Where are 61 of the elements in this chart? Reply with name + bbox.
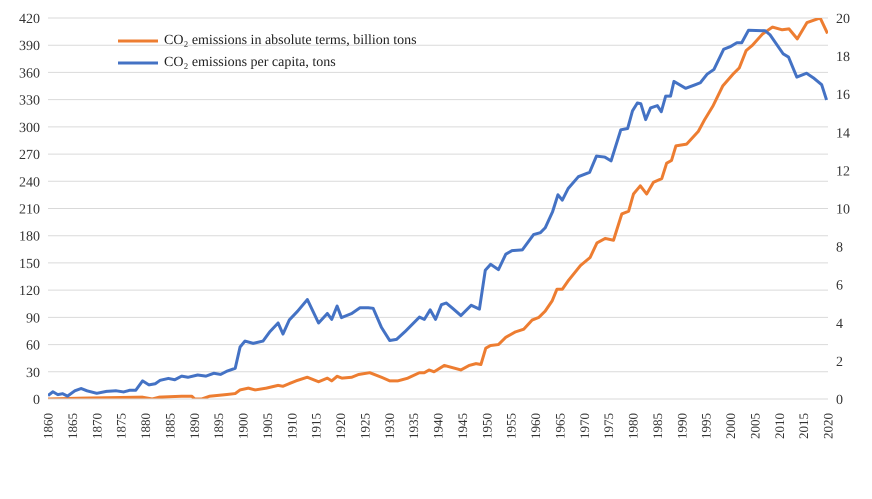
x-tick-label: 1920 <box>333 413 348 439</box>
y-tick-label: 240 <box>19 175 40 190</box>
x-tick-label: 1925 <box>357 413 372 439</box>
x-tick-label: 1865 <box>64 413 80 439</box>
y-tick-label: 180 <box>19 230 40 245</box>
y-tick-label: 420 <box>19 12 40 27</box>
x-tick-label: 1905 <box>260 413 275 439</box>
x-tick-label: 1950 <box>479 413 494 439</box>
y-tick-label: 90 <box>26 311 40 326</box>
y2-tick-label: 14 <box>836 126 850 142</box>
y-tick-label: 270 <box>19 148 40 164</box>
y2-tick-label: 20 <box>836 12 850 27</box>
y-tick-label: 360 <box>19 66 40 82</box>
y2-tick-label: 4 <box>836 316 843 332</box>
y-tick-label: 150 <box>19 256 40 272</box>
x-tick-label: 1965 <box>552 413 568 439</box>
x-tick-label: 1960 <box>528 413 543 439</box>
y-tick-label: 330 <box>19 94 40 109</box>
x-tick-label: 1915 <box>308 413 324 439</box>
x-tick-label: 1870 <box>89 413 104 439</box>
x-tick-label: 1940 <box>430 413 446 439</box>
x-tick-label: 1890 <box>186 413 202 439</box>
y2-tick-label: 18 <box>836 50 850 66</box>
y2-tick-label: 6 <box>836 278 843 294</box>
y-tick-label: 30 <box>26 366 40 381</box>
y-tick-label: 120 <box>19 284 40 300</box>
x-tick-label: 1880 <box>138 413 153 439</box>
y2-tick-label: 12 <box>836 164 850 180</box>
y-tick-label: 0 <box>33 392 40 408</box>
y2-tick-label: 8 <box>836 240 843 256</box>
y2-tick-label: 10 <box>836 202 850 218</box>
legend-label: CO₂ emissions in absolute terms, billion tons <box>164 33 417 49</box>
x-tick-label: 2015 <box>796 413 812 439</box>
x-tick-label: 1935 <box>406 413 422 439</box>
y-tick-label: 60 <box>26 338 40 354</box>
x-tick-label: 1895 <box>211 413 226 439</box>
x-tick-label: 1910 <box>284 413 300 439</box>
legend-label: CO₂ emissions per capita, tons <box>164 55 336 71</box>
x-tick-label: 1990 <box>674 413 690 439</box>
y2-tick-label: 16 <box>836 88 850 104</box>
x-tick-label: 2000 <box>723 413 738 439</box>
x-tick-label: 2005 <box>747 413 762 439</box>
x-tick-label: 1975 <box>601 413 616 439</box>
x-tick-label: 2010 <box>772 413 787 439</box>
x-tick-label: 1985 <box>650 413 665 439</box>
x-tick-label: 2020 <box>820 413 836 439</box>
y-tick-label: 300 <box>19 120 40 136</box>
x-tick-label: 1955 <box>504 413 519 439</box>
x-tick-label: 1970 <box>576 413 592 439</box>
y2-tick-label: 2 <box>836 354 843 370</box>
x-tick-label: 1885 <box>162 413 178 439</box>
x-tick-label: 1900 <box>236 413 250 439</box>
x-tick-label: 1860 <box>40 413 56 439</box>
x-tick-label: 1930 <box>382 413 397 439</box>
x-tick-label: 1875 <box>114 413 129 439</box>
x-tick-label: 1980 <box>626 413 640 439</box>
x-tick-label: 1945 <box>454 413 470 439</box>
x-tick-label: 1995 <box>698 413 714 439</box>
y2-tick-label: 0 <box>836 392 843 408</box>
y-tick-label: 210 <box>19 202 40 218</box>
y-tick-label: 390 <box>19 39 40 54</box>
